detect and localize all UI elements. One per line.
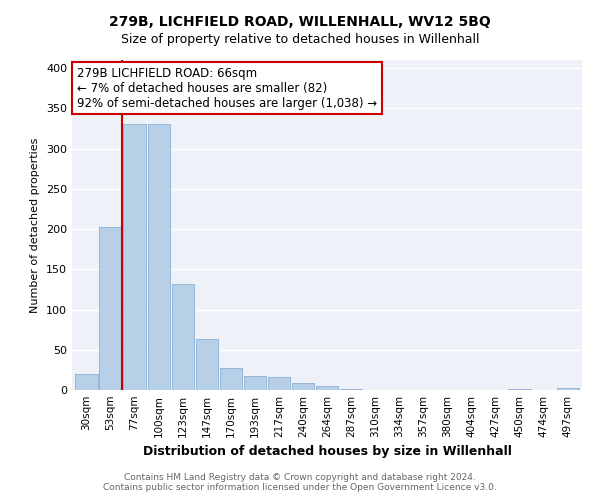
Bar (124, 124, 146, 390)
Text: Size of property relative to detached houses in Willenhall: Size of property relative to detached ho… (121, 32, 479, 46)
Bar (292, 383, 314, 390)
Text: Contains HM Land Registry data © Crown copyright and database right 2024.
Contai: Contains HM Land Registry data © Crown c… (103, 473, 497, 492)
Bar (340, 389, 362, 390)
Bar (316, 386, 338, 390)
Bar (172, 284, 194, 390)
X-axis label: Distribution of detached houses by size in Willenhall: Distribution of detached houses by size … (143, 446, 511, 458)
Text: 279B LICHFIELD ROAD: 66sqm
← 7% of detached houses are smaller (82)
92% of semi-: 279B LICHFIELD ROAD: 66sqm ← 7% of detac… (77, 66, 377, 110)
Bar (100, 228, 122, 390)
Bar (268, 377, 290, 390)
Y-axis label: Number of detached properties: Number of detached properties (31, 138, 40, 312)
Bar (196, 340, 218, 390)
Bar (76, 374, 98, 390)
Bar (148, 124, 170, 390)
Bar (508, 389, 530, 390)
Bar (557, 388, 578, 390)
Bar (244, 376, 266, 390)
Text: 279B, LICHFIELD ROAD, WILLENHALL, WV12 5BQ: 279B, LICHFIELD ROAD, WILLENHALL, WV12 5… (109, 15, 491, 29)
Bar (220, 368, 242, 390)
